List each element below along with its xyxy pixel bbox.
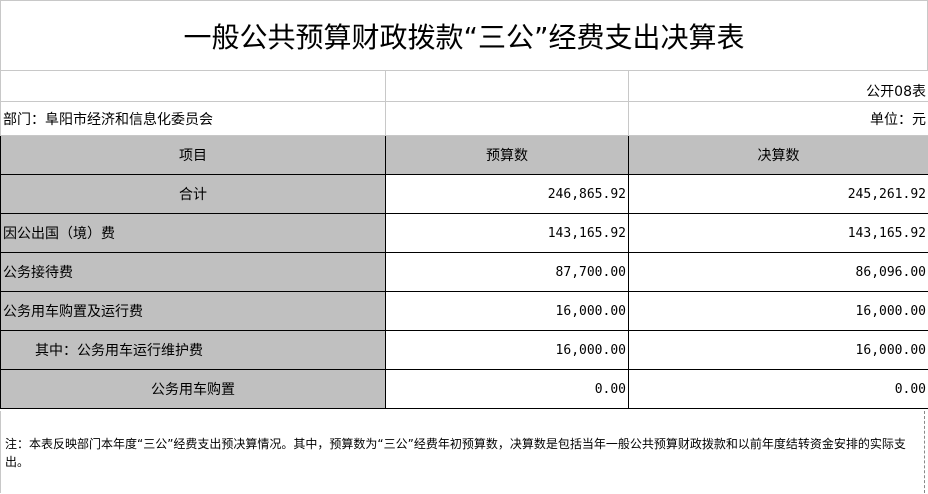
row-item[interactable]: 公务用车购置 — [0, 369, 386, 409]
row-item[interactable]: 公务接待费 — [0, 252, 386, 292]
row-final[interactable]: 0.00 — [628, 369, 928, 409]
row-final[interactable]: 86,096.00 — [628, 252, 928, 292]
table-row: 公务接待费 87,700.00 86,096.00 — [0, 252, 928, 292]
form-number[interactable]: 公开08表 — [628, 70, 928, 102]
row-budget[interactable]: 16,000.00 — [385, 330, 629, 370]
row-item[interactable]: 合计 — [0, 174, 386, 214]
table-row: 合计 246,865.92 245,261.92 — [0, 174, 928, 214]
table-row: 公务用车购置 0.00 0.00 — [0, 369, 928, 409]
table-row: 其中：公务用车运行维护费 16,000.00 16,000.00 — [0, 330, 928, 370]
header-budget[interactable]: 预算数 — [385, 135, 629, 175]
header-item[interactable]: 项目 — [0, 135, 386, 175]
row-item[interactable]: 其中：公务用车运行维护费 — [0, 330, 386, 370]
row-final[interactable]: 245,261.92 — [628, 174, 928, 214]
footnote: 注：本表反映部门本年度“三公”经费支出预决算情况。其中，预算数为“三公”经费年初… — [0, 411, 925, 493]
row-budget[interactable]: 87,700.00 — [385, 252, 629, 292]
row-item[interactable]: 公务用车购置及运行费 — [0, 291, 386, 331]
header-row: 项目 预算数 决算数 — [0, 135, 928, 175]
table-row: 公务用车购置及运行费 16,000.00 16,000.00 — [0, 291, 928, 331]
department-label[interactable]: 部门：阜阳市经济和信息化委员会 — [0, 101, 386, 136]
cell[interactable] — [0, 70, 386, 102]
spreadsheet-table: 公开08表 部门：阜阳市经济和信息化委员会 单位：元 项目 预算数 决算数 合计… — [0, 70, 928, 409]
header-final[interactable]: 决算数 — [628, 135, 928, 175]
table-row: 因公出国（境）费 143,165.92 143,165.92 — [0, 213, 928, 253]
department-row: 部门：阜阳市经济和信息化委员会 单位：元 — [0, 101, 928, 136]
cell[interactable] — [385, 70, 629, 102]
table-title: 一般公共预算财政拨款“三公”经费支出决算表 — [0, 0, 928, 71]
cell[interactable] — [385, 101, 629, 136]
row-budget[interactable]: 0.00 — [385, 369, 629, 409]
form-number-row: 公开08表 — [0, 70, 928, 102]
row-budget[interactable]: 16,000.00 — [385, 291, 629, 331]
unit-label[interactable]: 单位：元 — [628, 101, 928, 136]
row-budget[interactable]: 246,865.92 — [385, 174, 629, 214]
row-budget[interactable]: 143,165.92 — [385, 213, 629, 253]
row-item[interactable]: 因公出国（境）费 — [0, 213, 386, 253]
row-final[interactable]: 16,000.00 — [628, 291, 928, 331]
row-final[interactable]: 16,000.00 — [628, 330, 928, 370]
row-final[interactable]: 143,165.92 — [628, 213, 928, 253]
